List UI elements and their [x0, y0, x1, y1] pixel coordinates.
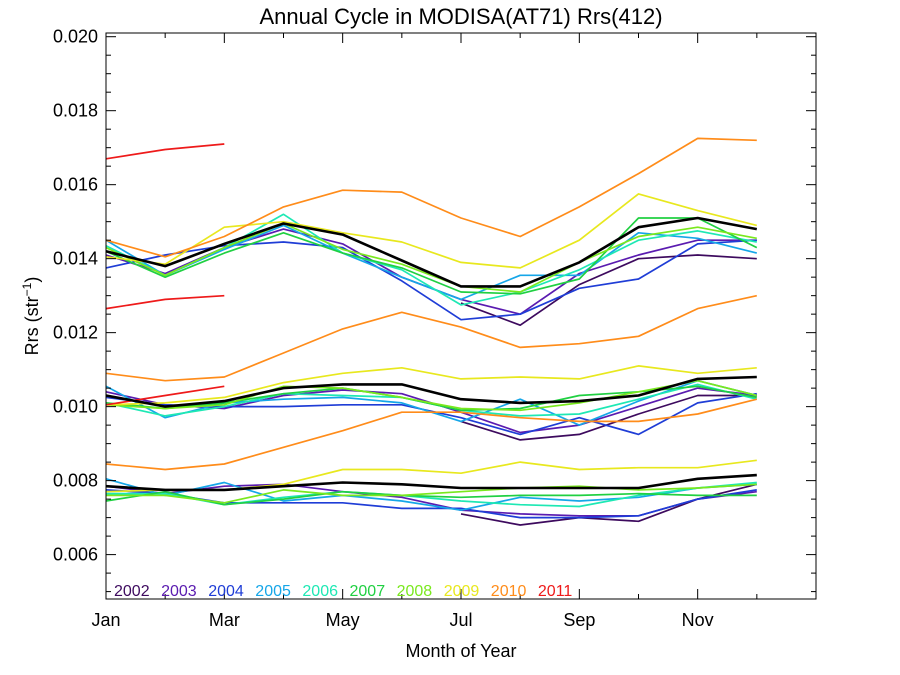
x-axis-label: Month of Year	[405, 641, 516, 661]
x-tick-label: May	[326, 610, 360, 630]
y-tick-label: 0.018	[53, 101, 98, 121]
series-line-2003	[105, 228, 757, 316]
axis-ticks	[105, 33, 816, 599]
series-line-2005	[105, 477, 757, 512]
y-axis-label-sup: −1	[20, 282, 34, 296]
x-tick-label: Jan	[91, 610, 120, 630]
series-line-2010	[105, 294, 757, 382]
series-lines	[105, 137, 758, 526]
chart-title: Annual Cycle in MODISA(AT71) Rrs(412)	[259, 4, 662, 29]
x-tick-label: Sep	[563, 610, 595, 630]
series-line-2011	[105, 143, 225, 160]
series-line-2006	[105, 213, 757, 306]
y-axis-label: Rrs (str−1)	[20, 277, 42, 356]
legend-item-2007: 2007	[350, 583, 386, 600]
series-line-2009	[105, 193, 758, 269]
legend-item-2011: 2011	[538, 583, 573, 600]
series-line-2002	[460, 254, 757, 327]
y-tick-label: 0.014	[53, 249, 98, 269]
legend-item-2008: 2008	[397, 583, 433, 600]
series-line-2004	[105, 392, 757, 436]
x-tick-label: Mar	[209, 610, 240, 630]
series-line-2007	[105, 217, 758, 295]
legend-item-2003: 2003	[161, 583, 197, 600]
y-axis-label-main: Rrs (str	[22, 296, 42, 355]
legend: 2002 2003 2004 2005 2006 2007 2008 2009 2010 2011	[114, 583, 572, 600]
series-line-2007	[105, 385, 757, 412]
legend-item-2006: 2006	[302, 583, 338, 600]
y-tick-label: 0.008	[53, 471, 98, 491]
series-line-2007	[105, 490, 757, 506]
y-tick-label: 0.010	[53, 397, 98, 417]
series-line-2008	[105, 379, 758, 412]
tick-labels: Jan Mar May Jul Sep Nov 0.006 0.008 0.010 0.012 0.…	[53, 27, 714, 630]
legend-item-2010: 2010	[491, 583, 527, 600]
y-tick-label: 0.006	[53, 545, 98, 565]
legend-item-2004: 2004	[208, 583, 244, 600]
series-line-2011	[105, 294, 225, 310]
x-tick-label: Nov	[682, 610, 714, 630]
climatology-line	[105, 473, 757, 492]
series-line-2002	[460, 394, 757, 441]
series-line-2008	[105, 222, 757, 293]
series-line-2010	[105, 398, 758, 471]
y-tick-label: 0.020	[53, 27, 98, 47]
y-axis-label-close: )	[22, 277, 42, 283]
y-tick-label: 0.016	[53, 175, 98, 195]
series-line-2009	[105, 365, 757, 406]
series-line-2002	[460, 483, 758, 526]
legend-item-2009: 2009	[444, 583, 480, 600]
series-line-2008	[106, 483, 757, 504]
series-line-2010	[105, 137, 757, 258]
y-tick-label: 0.012	[53, 323, 98, 343]
x-tick-label: Jul	[449, 610, 472, 630]
climatology-line	[105, 375, 757, 408]
legend-item-2002: 2002	[114, 583, 150, 600]
series-line-2011	[105, 385, 225, 406]
climatology-line	[105, 216, 758, 288]
legend-item-2005: 2005	[255, 583, 291, 600]
